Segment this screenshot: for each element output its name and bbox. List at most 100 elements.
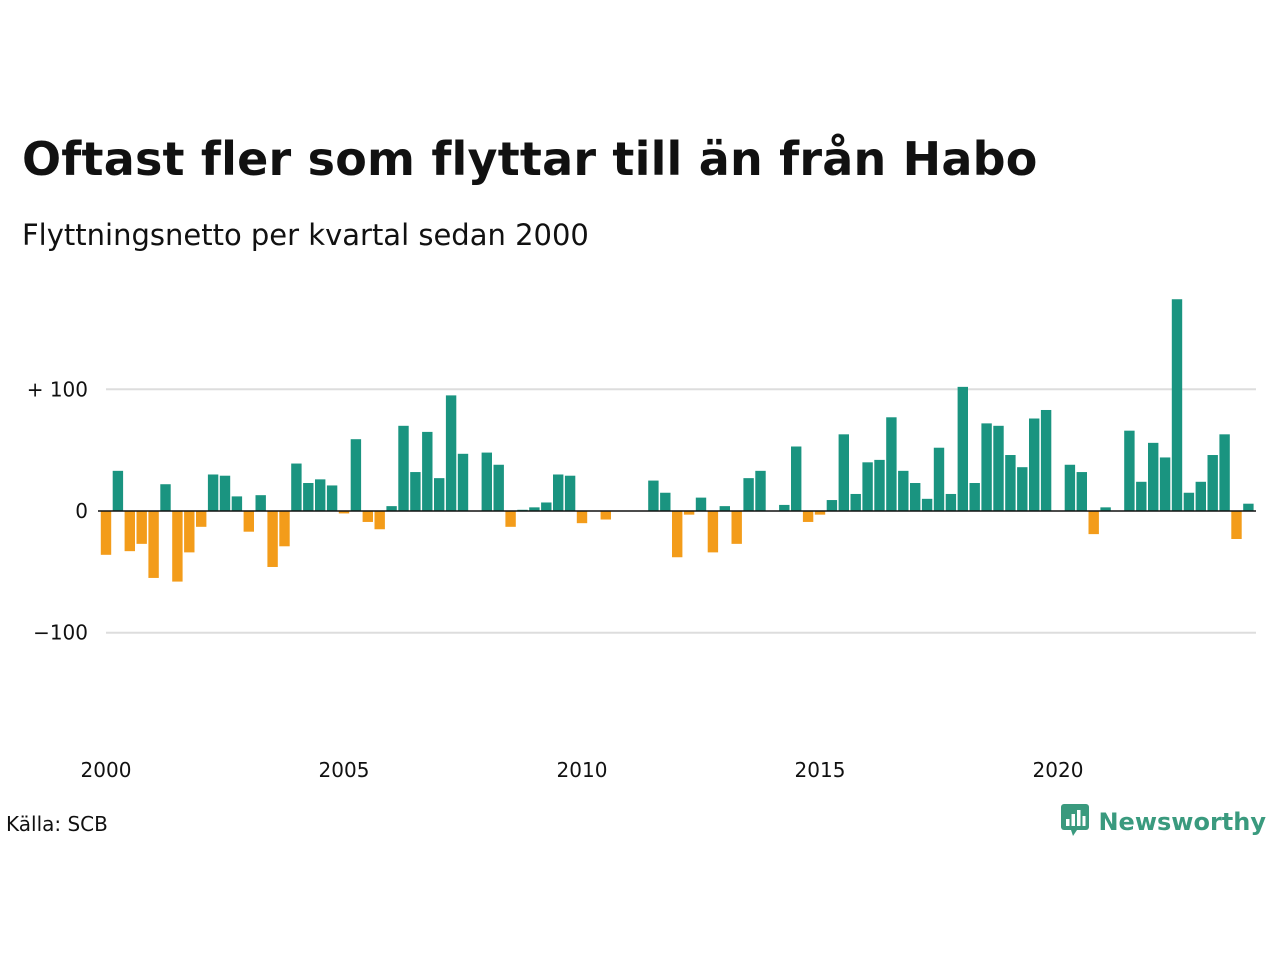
bar-positive: [398, 425, 409, 511]
bar-negative: [1231, 511, 1242, 539]
bar-positive: [755, 470, 766, 511]
bar-positive: [207, 474, 219, 511]
y-tick-label: 0: [75, 499, 88, 523]
bar-positive: [1029, 418, 1040, 511]
bar-positive: [255, 495, 266, 511]
bar-negative: [362, 511, 373, 522]
x-tick-label: 2015: [795, 758, 846, 782]
bar-negative: [374, 511, 385, 530]
y-axis-labels: + 100 0 −100: [27, 377, 88, 644]
bar-positive: [112, 470, 124, 511]
bar-positive: [862, 462, 873, 511]
bar-positive: [898, 470, 909, 511]
brand-logo: Newsworthy: [1060, 803, 1266, 841]
bar-positive: [1195, 481, 1206, 511]
bar-negative: [672, 511, 683, 558]
bar-positive: [791, 446, 802, 511]
bar-negative: [338, 511, 350, 514]
x-tick-label: 2010: [557, 758, 608, 782]
bar-positive: [529, 507, 540, 511]
bar-positive: [445, 395, 457, 511]
bar-positive: [910, 483, 921, 511]
bar-positive: [1076, 472, 1087, 511]
bar-negative: [683, 511, 695, 515]
bar-positive: [291, 463, 302, 511]
bar-positive: [481, 452, 492, 511]
bar-positive: [1243, 503, 1254, 511]
bar-positive: [1064, 464, 1076, 511]
bar-positive: [1136, 481, 1147, 511]
brand-name: Newsworthy: [1098, 808, 1266, 836]
bar-negative: [505, 511, 516, 527]
x-tick-label: 2000: [81, 758, 132, 782]
bar-positive: [434, 478, 445, 511]
bar-negative: [100, 511, 112, 555]
bar-positive: [648, 480, 659, 511]
bar-positive: [303, 483, 314, 511]
chart-title: Oftast fler som flyttar till än från Hab…: [22, 132, 1038, 186]
bar-positive: [326, 485, 338, 511]
bar-positive: [921, 498, 933, 511]
bar-positive: [838, 434, 849, 511]
bar-negative: [124, 511, 135, 552]
source-note: Källa: SCB: [6, 812, 108, 836]
bar-negative: [1088, 511, 1099, 535]
bar-positive: [993, 425, 1004, 511]
x-axis-labels: 2000 2005 2010 2015 2020: [81, 758, 1084, 782]
bar-positive: [660, 492, 671, 511]
y-tick-label: + 100: [27, 377, 88, 401]
bar-negative: [731, 511, 742, 544]
bar-negative: [196, 511, 207, 527]
bar-negative: [172, 511, 183, 582]
bar-positive: [695, 497, 707, 511]
bar-positive: [1183, 492, 1195, 511]
bar-positive: [231, 496, 243, 511]
bar-positive: [1100, 507, 1111, 511]
x-tick-label: 2005: [319, 758, 370, 782]
bar-positive: [493, 464, 504, 511]
chart-subtitle: Flyttningsnetto per kvartal sedan 2000: [22, 218, 589, 252]
x-tick-label: 2020: [1033, 758, 1084, 782]
bar-positive: [1159, 457, 1171, 511]
gridlines: [106, 388, 1256, 634]
bars: [100, 299, 1254, 582]
bar-positive: [1005, 455, 1016, 511]
bar-positive: [541, 502, 552, 511]
bar-negative: [267, 511, 278, 567]
bar-positive: [1148, 442, 1159, 511]
bar-positive: [1124, 430, 1135, 511]
bar-negative: [600, 511, 611, 520]
bar-positive: [933, 447, 945, 511]
newsworthy-logo-icon: [1060, 803, 1090, 841]
bar-negative: [243, 511, 254, 532]
bar-negative: [136, 511, 147, 544]
bar-positive: [410, 472, 421, 511]
bar-positive: [1171, 299, 1183, 511]
bar-positive: [743, 478, 754, 511]
y-tick-label: −100: [33, 621, 88, 645]
bar-positive: [553, 474, 564, 511]
bar-positive: [779, 504, 790, 511]
bar-negative: [814, 511, 826, 515]
bar-positive: [969, 483, 980, 511]
bar-positive: [957, 386, 968, 511]
bar-positive: [457, 453, 469, 511]
bar-positive: [315, 479, 326, 511]
bar-positive: [160, 484, 171, 511]
bar-positive: [1040, 409, 1052, 511]
bar-negative: [184, 511, 195, 553]
bar-positive: [850, 493, 861, 511]
bar-positive: [422, 431, 433, 511]
bar-positive: [719, 506, 730, 511]
bar-negative: [802, 511, 814, 522]
bar-positive: [1207, 455, 1218, 511]
bar-positive: [1017, 467, 1028, 511]
bar-positive: [981, 423, 992, 511]
bar-negative: [576, 511, 588, 524]
bar-positive: [1219, 434, 1230, 511]
bar-positive: [826, 500, 838, 511]
bar-positive: [386, 506, 397, 511]
bar-negative: [707, 511, 719, 553]
bar-negative: [279, 511, 290, 547]
